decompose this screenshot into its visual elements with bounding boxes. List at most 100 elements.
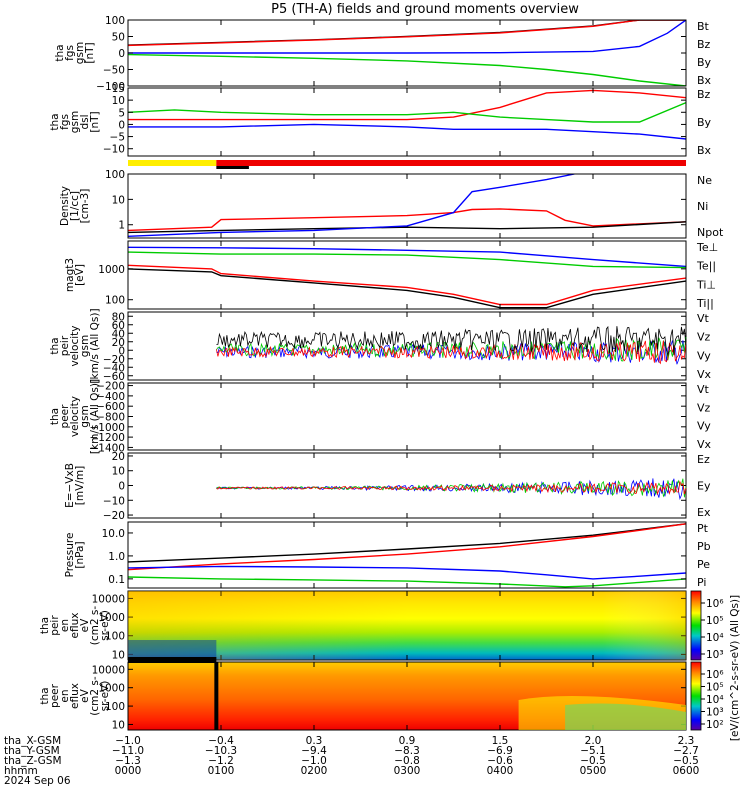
y-tick-label: 0.1 <box>108 574 125 586</box>
x-tick-label: 0000 <box>115 765 142 777</box>
y-tick-label: −1200 <box>89 432 125 444</box>
panel-frame <box>127 173 687 239</box>
y-tick-label: 10 <box>112 95 125 107</box>
y-tick-label: 60 <box>112 320 125 332</box>
legend-Vz: Vz <box>697 401 711 414</box>
colorbar-tick-label: 10³ <box>706 649 724 661</box>
y-tick-label: 50 <box>112 32 125 44</box>
y-tick-label: 100 <box>105 169 125 181</box>
y-tick-label: 1.0 <box>108 551 125 563</box>
y-tick-label: −5 <box>110 132 125 144</box>
y-tick-label: 1 <box>118 220 125 232</box>
panel-frame <box>127 311 687 381</box>
legend-Vy: Vy <box>697 420 711 433</box>
x-tick-label: −0.8 <box>394 755 420 767</box>
panel-efield: 20 10 0 −10 −20 E=−VxB[mV/m] Ez Ey Ex <box>64 451 711 522</box>
y-axis-label: [km/s (All Qs)] <box>89 379 101 454</box>
y-tick-label: −20 <box>103 510 125 522</box>
panel-frame <box>127 240 687 310</box>
x-tick-label: −1.3 <box>115 755 141 767</box>
y-axis-label: velocity <box>69 325 81 366</box>
y-tick-label: −200 <box>96 381 125 393</box>
legend-Vx: Vx <box>697 438 712 451</box>
y-tick-label: 10000 <box>92 593 125 605</box>
legend-By: By <box>697 116 712 129</box>
y-axis-label: eV <box>79 618 91 632</box>
panel-frame <box>127 87 687 157</box>
y-tick-label: 1000 <box>98 612 125 624</box>
heatmap-gap <box>128 657 217 663</box>
panel-frame <box>127 521 687 589</box>
colorbar-tick-label: 10⁴ <box>706 632 724 644</box>
y-axis-label: gsm <box>79 335 91 357</box>
series-line-Te⊥ <box>128 264 686 306</box>
y-axis-label: gsm <box>69 111 81 133</box>
y-axis-label: magt3 <box>64 258 76 292</box>
chart-title: P5 (TH-A) fields and ground moments over… <box>271 2 579 17</box>
y-axis-label: tha <box>49 113 61 130</box>
y-tick-label: 20 <box>112 451 125 463</box>
legend-Vt: Vt <box>697 312 710 325</box>
x-tick-label: 0300 <box>394 765 421 777</box>
x-tick-label: −0.6 <box>487 755 513 767</box>
series-line-Bx <box>128 20 686 54</box>
y-axis-label: [km/s (All Qs)] <box>89 308 101 383</box>
legend-Pt: Pt <box>697 522 709 535</box>
x-row-label: tha_Z-GSM <box>4 755 62 767</box>
x-tick-label: −0.4 <box>208 735 234 747</box>
y-tick-label: 1000 <box>98 683 125 695</box>
y-axis-label: [nPa] <box>74 541 86 568</box>
colorbar-tick-label: 10⁵ <box>706 682 724 694</box>
colorbar-tick-label: 10³ <box>706 707 724 719</box>
status-bar-yellow <box>128 160 217 166</box>
heatmap-data-gap <box>214 662 219 730</box>
y-tick-label: −10 <box>103 144 125 156</box>
y-tick-label: −100 <box>96 81 125 93</box>
x-tick-label: −10.3 <box>205 745 237 757</box>
y-axis-label: fgs <box>59 114 71 130</box>
x-tick-label: −0.5 <box>580 755 606 767</box>
legend-Vy: Vy <box>697 349 711 362</box>
colorbar-tick-label: 10² <box>706 719 724 731</box>
overlays <box>128 160 687 730</box>
y-tick-label: 15 <box>112 83 125 95</box>
legend-Ne: Ne <box>697 174 712 187</box>
legend-Bz: Bz <box>697 88 711 101</box>
x-row-label: hhmm <box>4 765 38 777</box>
series-line-Bz <box>128 89 686 121</box>
y-axis-label: (cm2 s- <box>89 606 101 646</box>
y-tick-label: −10 <box>103 495 125 507</box>
legend-Vz: Vz <box>697 331 711 344</box>
y-tick-label: 0 <box>118 48 125 60</box>
y-axis-label: gsm <box>74 42 86 64</box>
y-axis-label: en <box>59 619 71 632</box>
x-tick-label: −2.7 <box>673 745 699 757</box>
colorbar-tick-label: 10⁶ <box>706 669 724 681</box>
y-axis-label: velocity <box>69 396 81 437</box>
legend-Te⊥: Te⊥ <box>696 241 718 254</box>
y-tick-label: 100 <box>105 15 125 27</box>
status-bar-red <box>216 160 686 166</box>
x-tick-label: 1.5 <box>492 735 509 747</box>
y-axis-label: tha <box>49 408 61 425</box>
panel-temperature: 1000 100 magt3[eV] Te⊥ Te|| Ti⊥ Ti|| <box>64 240 718 310</box>
y-axis-label: tha <box>39 687 51 704</box>
x-axis: tha_X-GSM −1.0 −0.4 0.3 0.9 1.5 2.0 2.3 tha_Y-GS… <box>4 735 699 787</box>
legend-Ni: Ni <box>697 200 708 213</box>
y-tick-label: 10000 <box>92 664 125 676</box>
y-axis-label: en <box>59 689 71 702</box>
legend-Bx: Bx <box>697 144 712 157</box>
x-tick-label: 2.0 <box>585 735 602 747</box>
y-axis-label: eflux <box>69 683 81 709</box>
y-tick-label: −60 <box>103 371 125 383</box>
x-tick-label: 0200 <box>301 765 328 777</box>
y-axis-label: dsl <box>79 114 91 129</box>
x-tick-label: −1.2 <box>208 755 234 767</box>
x-tick-label: −5.1 <box>580 745 606 757</box>
legend-Ey: Ey <box>697 480 711 493</box>
legend-Bt: Bt <box>697 20 710 33</box>
